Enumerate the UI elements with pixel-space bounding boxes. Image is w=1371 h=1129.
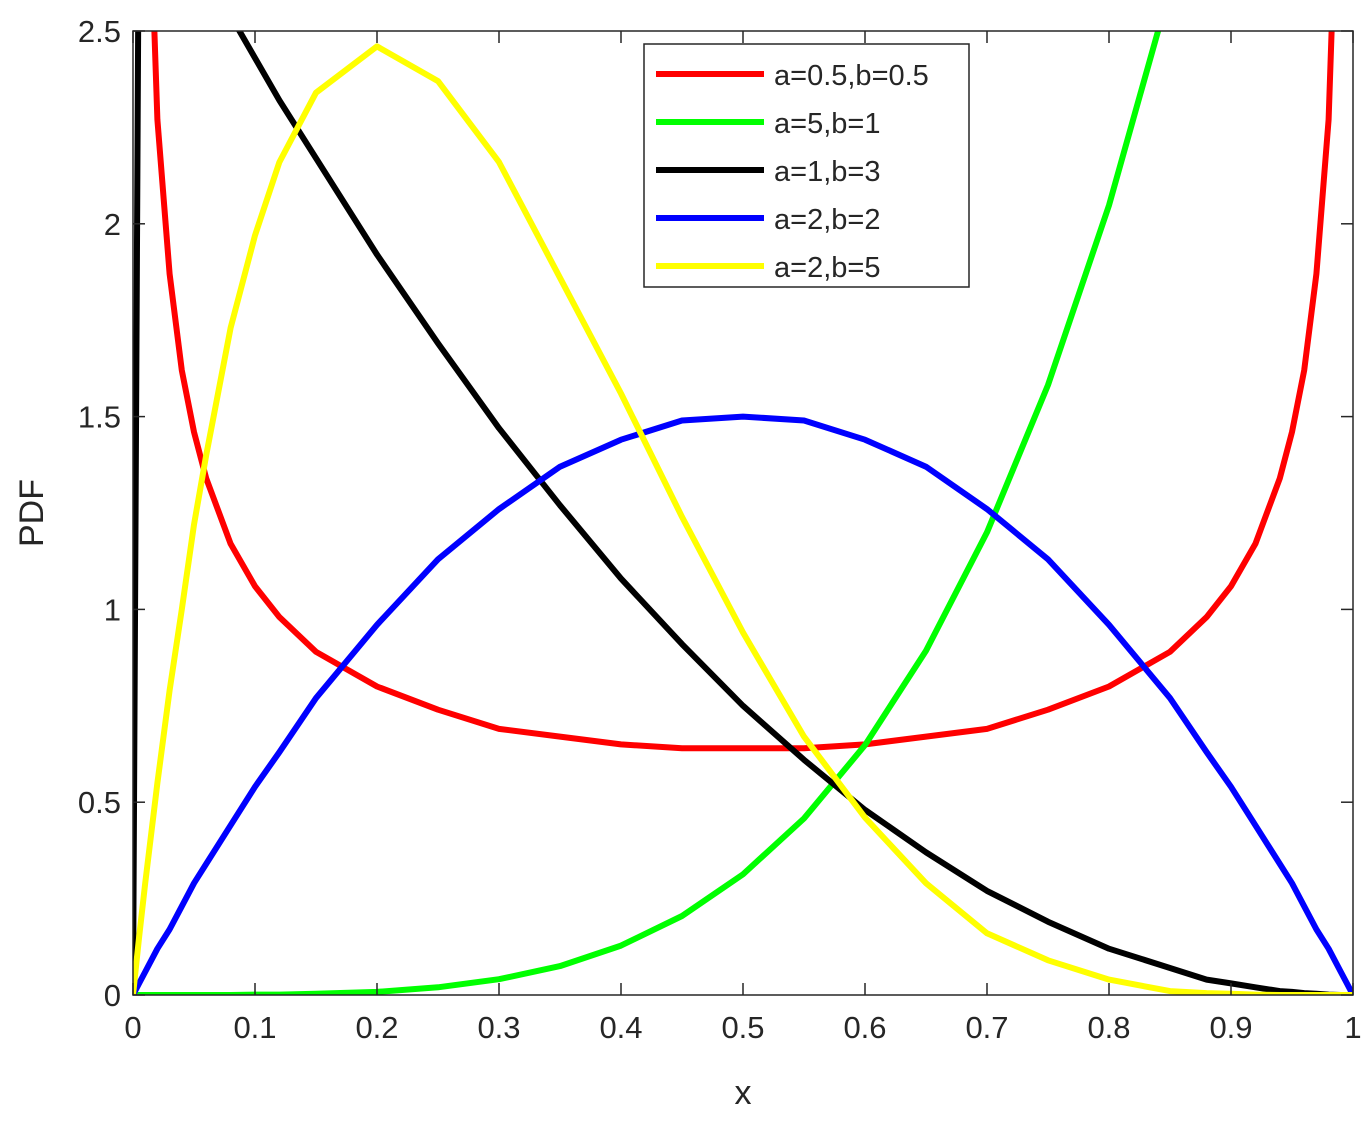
x-tick-label: 0.5 [721, 1010, 764, 1045]
y-tick-label: 1.5 [78, 400, 121, 435]
series-line-5 [133, 43, 1353, 995]
legend-label-5: a=2,b=5 [774, 252, 880, 284]
legend: a=0.5,b=0.5 a=5,b=1 a=1,b=3 a=2,b=2 a=2,b=5 [643, 43, 970, 288]
x-tick-label: 0.9 [1209, 1010, 1252, 1045]
x-axis-label: x [735, 1074, 752, 1112]
x-tick-label: 0 [124, 1010, 141, 1045]
legend-label-1: a=0.5,b=0.5 [774, 60, 929, 92]
x-tick-label: 0.4 [599, 1010, 642, 1045]
y-tick-label: 0.5 [78, 785, 121, 820]
legend-box [643, 43, 970, 288]
legend-label-2: a=5,b=1 [774, 108, 880, 140]
series-line-3 [133, 31, 1353, 995]
series-line-4 [133, 413, 1353, 995]
x-tick-label: 0.8 [1087, 1010, 1130, 1045]
y-tick-label: 1 [104, 592, 121, 627]
series-line-1 [151, 31, 1335, 752]
y-axis-label: PDF [13, 479, 51, 547]
x-tick-label: 0.7 [965, 1010, 1008, 1045]
legend-label-4: a=2,b=2 [774, 204, 880, 236]
x-tick-label: 1 [1344, 1010, 1361, 1045]
y-tick-label: 0 [104, 978, 121, 1013]
tick-layer: 0 0.1 0.2 0.3 0.4 0.5 0.6 0.7 0.8 0.9 1 0 0.5 1 1.5 2 2.… [78, 14, 1362, 1045]
x-tick-label: 0.6 [843, 1010, 886, 1045]
series-line-2 [133, 31, 1162, 995]
x-tick-label: 0.3 [477, 1010, 520, 1045]
x-tick-label: 0.1 [233, 1010, 276, 1045]
y-tick-label: 2.5 [78, 14, 121, 49]
legend-label-3: a=1,b=3 [774, 156, 880, 188]
x-tick-label: 0.2 [355, 1010, 398, 1045]
series-layer [133, 31, 1353, 995]
y-tick-label: 2 [104, 207, 121, 242]
